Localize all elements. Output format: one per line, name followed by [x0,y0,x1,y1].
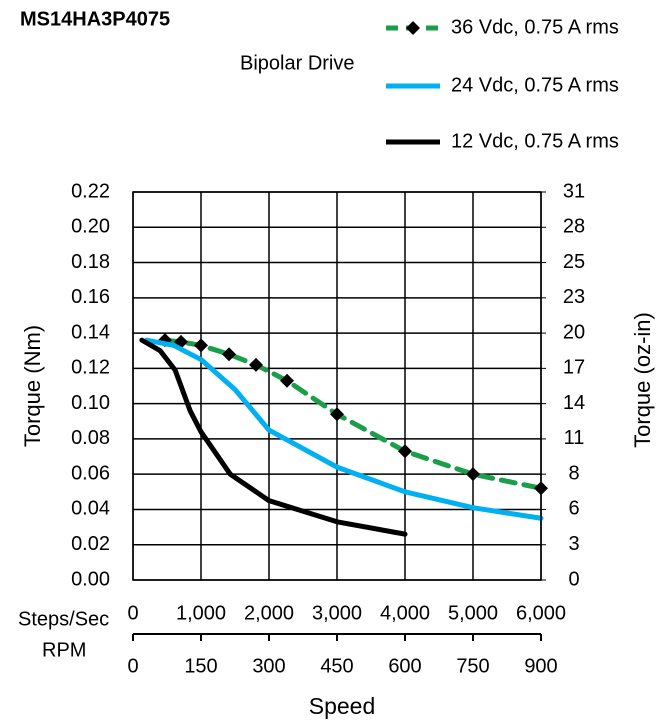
y-tick-label: 0.08 [71,427,110,449]
series-line [162,337,544,491]
y2-tick-label: 11 [564,427,585,449]
y2-tick-label: 25 [563,251,585,273]
legend-marker [406,21,420,35]
y-tick-label: 0.18 [71,251,110,273]
y2-tick-label: 20 [563,321,585,343]
y2-tick-label: 0 [568,568,579,590]
x-tick-label: 4,000 [380,602,430,624]
y-tick-label: 0.02 [71,533,110,555]
data-marker [398,444,412,459]
y-tick-label: 0.06 [71,462,110,484]
chart-title: MS14HA3P4075 [20,8,170,30]
legend-label: 36 Vdc, 0.75 A rms [451,16,619,38]
legend-label: 12 Vdc, 0.75 A rms [451,130,619,152]
rpm-tick-label: 900 [524,655,557,677]
rpm-tick-label: 750 [456,655,489,677]
y-tick-label: 0.16 [71,286,110,308]
y-tick-label: 0.00 [71,568,110,590]
plot-frame [132,191,542,581]
y-tick-label: 0.20 [71,216,110,238]
rpm-tick-label: 300 [252,655,285,677]
steps-axis-label: Steps/Sec [18,608,109,630]
x-tick-label: 6,000 [516,602,566,624]
legend-label: 24 Vdc, 0.75 A rms [451,74,619,96]
y2-tick-label: 8 [568,462,579,484]
y-tick-label: 0.22 [71,180,110,202]
y-axis-title: Torque (Nm) [20,325,45,447]
x-tick-label: 5,000 [448,602,498,624]
y2-tick-label: 28 [563,216,585,238]
data-marker [330,407,344,422]
x-tick-label: 0 [127,602,138,624]
rpm-tick-label: 450 [320,655,353,677]
y-tick-label: 0.14 [71,321,110,343]
x-tick-label: 3,000 [312,602,362,624]
y2-tick-label: 3 [568,533,579,555]
y2-tick-label: 23 [563,286,585,308]
data-marker [249,357,264,372]
y2-tick-label: 31 [563,180,585,202]
rpm-axis-label: RPM [42,639,86,661]
data-marker [280,373,295,388]
series-line [144,337,544,521]
y-tick-label: 0.04 [71,498,110,520]
y2-tick-label: 6 [568,498,579,520]
chart-subtitle: Bipolar Drive [240,52,354,74]
series-line [139,337,408,537]
rpm-tick-label: 150 [184,655,217,677]
y2-tick-label: 17 [563,357,585,379]
x-axis-title: Speed [309,693,376,719]
y2-tick-label: 14 [563,392,585,414]
y2-axis-title: Torque (oz-in) [630,312,655,448]
data-marker [466,467,480,482]
x-tick-label: 1,000 [176,602,226,624]
rpm-tick-label: 0 [127,655,138,677]
data-marker [222,347,237,362]
x-tick-label: 2,000 [244,602,294,624]
rpm-tick-label: 600 [388,655,421,677]
y-tick-label: 0.12 [71,357,110,379]
data-marker [194,338,208,353]
y-tick-label: 0.10 [71,392,110,414]
